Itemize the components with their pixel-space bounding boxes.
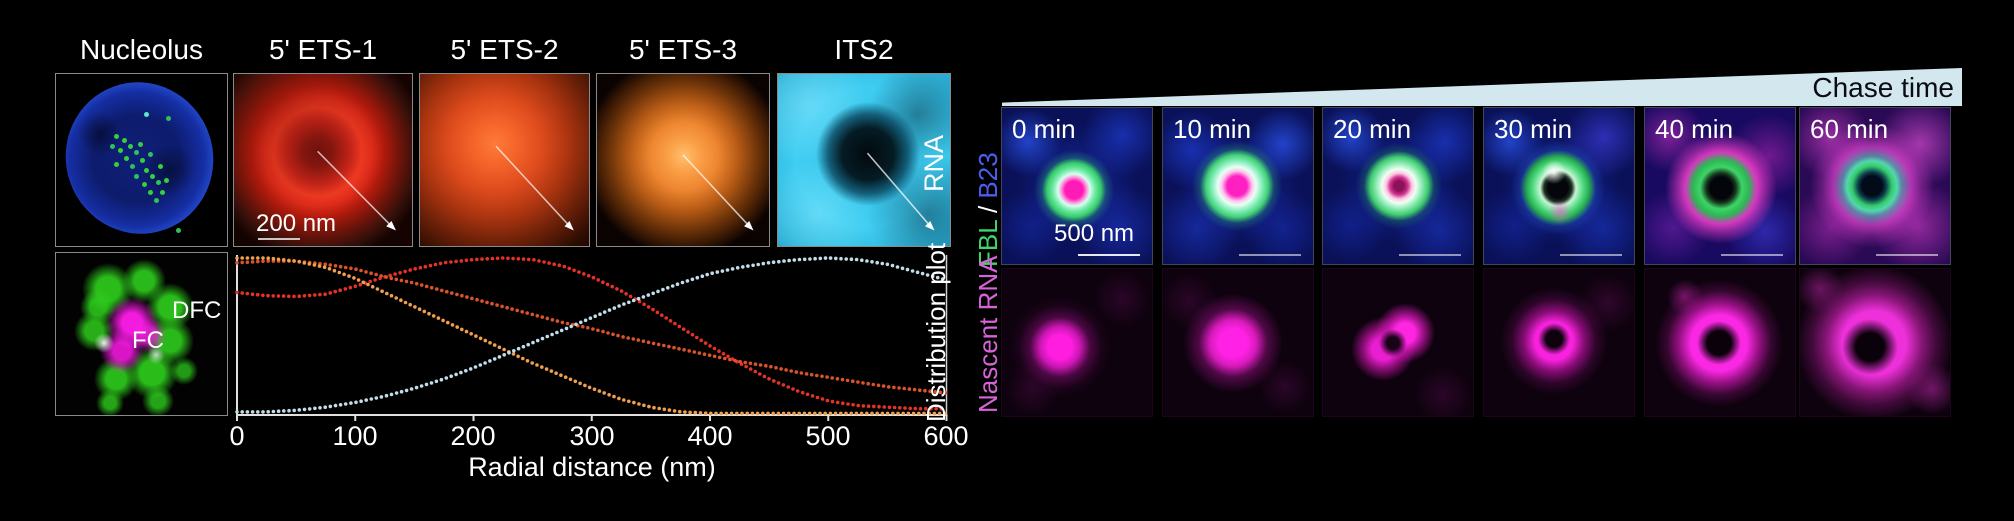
arrow-icon bbox=[682, 154, 754, 231]
merge-panel-10min: 10 min bbox=[1162, 107, 1314, 265]
distribution-plot-row-label: Distribution plot bbox=[921, 242, 951, 422]
fbl-b23-row-label: FBL / B23 bbox=[972, 152, 1004, 267]
scale-bar bbox=[1876, 254, 1938, 256]
time-label: 60 min bbox=[1810, 114, 1889, 144]
arrow-icon bbox=[495, 145, 574, 231]
nascent-rna-panel-20min bbox=[1322, 268, 1474, 417]
panel-title-ets1: 5' ETS-1 bbox=[268, 34, 378, 65]
x-tick-label: 0 bbox=[229, 421, 245, 451]
arrow-icon bbox=[866, 152, 935, 231]
nascent-rna-panel-10min bbox=[1162, 268, 1314, 417]
merge-panel-40min: 40 min bbox=[1644, 107, 1796, 265]
time-label: 10 min bbox=[1173, 114, 1252, 144]
b23-label-part: B23 bbox=[973, 152, 1003, 199]
panel-title-its2: ITS2 bbox=[834, 34, 894, 65]
x-tick-label: 100 bbox=[332, 421, 378, 451]
x-axis-label: Radial distance (nm) bbox=[468, 452, 716, 482]
panel-title-ets3: 5' ETS-3 bbox=[628, 34, 738, 65]
scale-bar-label: 500 nm bbox=[1054, 220, 1135, 247]
x-tick-label: 600 bbox=[923, 421, 969, 451]
merge-panel-0min: 0 min 500 nm bbox=[1001, 107, 1153, 265]
nascent-rna-row-label: Nascent RNA bbox=[973, 255, 1003, 414]
fc-dfc-image-panel: DFC FC bbox=[55, 252, 228, 416]
nascent-rna-panel-60min bbox=[1799, 268, 1951, 417]
arrow-icon bbox=[317, 150, 396, 231]
merge-panel-30min: 30 min bbox=[1483, 107, 1635, 265]
scale-bar bbox=[1560, 254, 1622, 256]
ets1-image bbox=[234, 74, 412, 246]
time-label: 20 min bbox=[1333, 114, 1412, 144]
nascent-rna-panel-0min bbox=[1001, 268, 1153, 417]
scale-bar bbox=[1239, 254, 1301, 256]
nascent-rna-panel-40min bbox=[1644, 268, 1796, 417]
separator-label-part: / bbox=[973, 198, 1003, 221]
chase-time-wedge: Chase time bbox=[1002, 68, 1962, 106]
x-tick-label: 300 bbox=[569, 421, 615, 451]
scale-bar bbox=[1078, 254, 1140, 256]
fc-dfc-image bbox=[56, 253, 227, 415]
distribution-plot bbox=[233, 252, 950, 424]
its2-image bbox=[778, 74, 950, 246]
nucleolus-foci-dots bbox=[114, 134, 119, 139]
ets1-image-panel: 200 nm bbox=[233, 73, 413, 247]
x-tick-label: 400 bbox=[687, 421, 733, 451]
fc-label: FC bbox=[132, 327, 164, 354]
x-tick-label: 500 bbox=[805, 421, 851, 451]
scale-bar bbox=[1721, 254, 1783, 256]
nucleolus-image-panel bbox=[55, 73, 228, 247]
distribution-plot-svg bbox=[235, 255, 948, 421]
time-label: 40 min bbox=[1655, 114, 1734, 144]
ets2-image-panel bbox=[419, 73, 590, 247]
rna-row-label: RNA bbox=[919, 134, 949, 192]
its2-image-panel bbox=[777, 73, 951, 247]
chase-time-label: Chase time bbox=[1812, 72, 1954, 103]
time-label: 30 min bbox=[1494, 114, 1573, 144]
ets3-image-panel bbox=[596, 73, 770, 247]
nascent-rna-panel-30min bbox=[1483, 268, 1635, 417]
merge-panel-20min: 20 min bbox=[1322, 107, 1474, 265]
merge-panel-60min: 60 min bbox=[1799, 107, 1951, 265]
x-tick-label: 200 bbox=[450, 421, 496, 451]
scale-bar bbox=[1399, 254, 1461, 256]
panel-title-ets2: 5' ETS-2 bbox=[450, 34, 559, 65]
dfc-label: DFC bbox=[172, 297, 222, 324]
time-label: 0 min bbox=[1012, 114, 1076, 144]
scale-bar bbox=[258, 238, 300, 240]
scale-bar-label: 200 nm bbox=[256, 210, 337, 237]
panel-title-nucleolus: Nucleolus bbox=[80, 34, 203, 65]
nucleus-image bbox=[56, 74, 227, 246]
